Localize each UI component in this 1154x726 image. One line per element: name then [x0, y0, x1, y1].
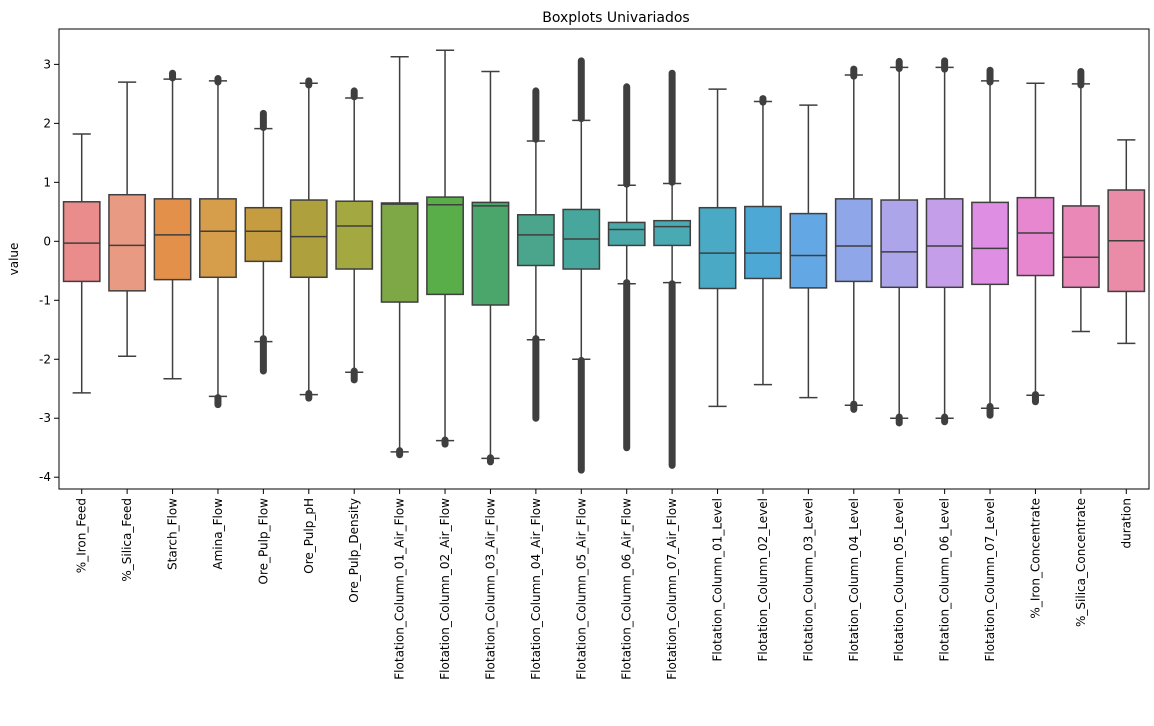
x-tick-label: %_Iron_Feed [75, 498, 89, 573]
box [789, 212, 828, 289]
box [653, 219, 692, 247]
box [1061, 205, 1100, 289]
y-tick-label: 3 [43, 57, 51, 71]
box [380, 202, 419, 303]
box [335, 200, 374, 270]
box [108, 193, 147, 292]
box [698, 206, 737, 290]
plot-frame [58, 28, 1150, 490]
x-tick-label: Ore_Pulp_Density [347, 498, 361, 603]
x-tick-label: Flotation_Column_02_Level [756, 498, 770, 662]
box [471, 201, 510, 306]
plot-area: %_Iron_Feed %_Silica_Feed Starch_Flow Amina… [39, 28, 1150, 680]
x-tick-label: Flotation_Column_01_Air_Flow [393, 498, 407, 680]
box [289, 199, 328, 279]
x-tick-label: %_Silica_Feed [120, 498, 134, 582]
x-tick-label: Flotation_Column_01_Level [711, 498, 725, 662]
y-tick-label: 0 [43, 234, 51, 248]
y-tick-label: 1 [43, 175, 51, 189]
x-tick-label: Ore_Pulp_pH [302, 498, 316, 574]
box [62, 201, 101, 283]
x-tick-label: Flotation_Column_07_Level [983, 498, 997, 662]
x-tick-label: Flotation_Column_03_Level [801, 498, 815, 662]
x-tick-label: Flotation_Column_06_Air_Flow [620, 498, 634, 680]
y-tick-label: -3 [39, 411, 51, 425]
box [153, 198, 192, 281]
x-tick-label: Flotation_Column_03_Air_Flow [483, 498, 497, 680]
box [834, 198, 873, 283]
x-tick-label: Flotation_Column_05_Level [892, 498, 906, 662]
box [925, 198, 964, 289]
box [744, 205, 782, 280]
box [880, 199, 919, 289]
x-tick-label: Flotation_Column_02_Air_Flow [438, 498, 452, 680]
x-tick-label: Starch_Flow [166, 498, 180, 570]
box [1016, 196, 1055, 277]
x-tick-label: Ore_Pulp_Flow [256, 498, 270, 585]
x-tick-label: Flotation_Column_04_Level [847, 498, 861, 662]
x-tick-label: %_Silica_Concentrate [1074, 498, 1088, 627]
y-tick-label: -2 [39, 352, 51, 366]
chart-title: Boxplots Univariados [542, 10, 689, 26]
box [199, 198, 237, 279]
x-tick-label: duration [1119, 498, 1133, 549]
x-tick-label: Flotation_Column_05_Air_Flow [574, 498, 588, 680]
box [607, 221, 646, 247]
y-tick-label: 2 [43, 116, 51, 130]
y-tick-label: -1 [39, 293, 51, 307]
x-tick-label: Amina_Flow [211, 498, 225, 570]
box [516, 214, 555, 267]
y-tick-label: -4 [39, 470, 51, 484]
box [426, 196, 464, 296]
y-axis-label: value [7, 243, 21, 276]
x-tick-label: Flotation_Column_04_Air_Flow [529, 498, 543, 680]
x-tick-label: %_Iron_Concentrate [1028, 498, 1042, 619]
box [971, 201, 1009, 286]
x-tick-label: Flotation_Column_06_Level [938, 498, 952, 662]
x-tick-label: Flotation_Column_07_Air_Flow [665, 498, 679, 680]
box [244, 206, 283, 263]
